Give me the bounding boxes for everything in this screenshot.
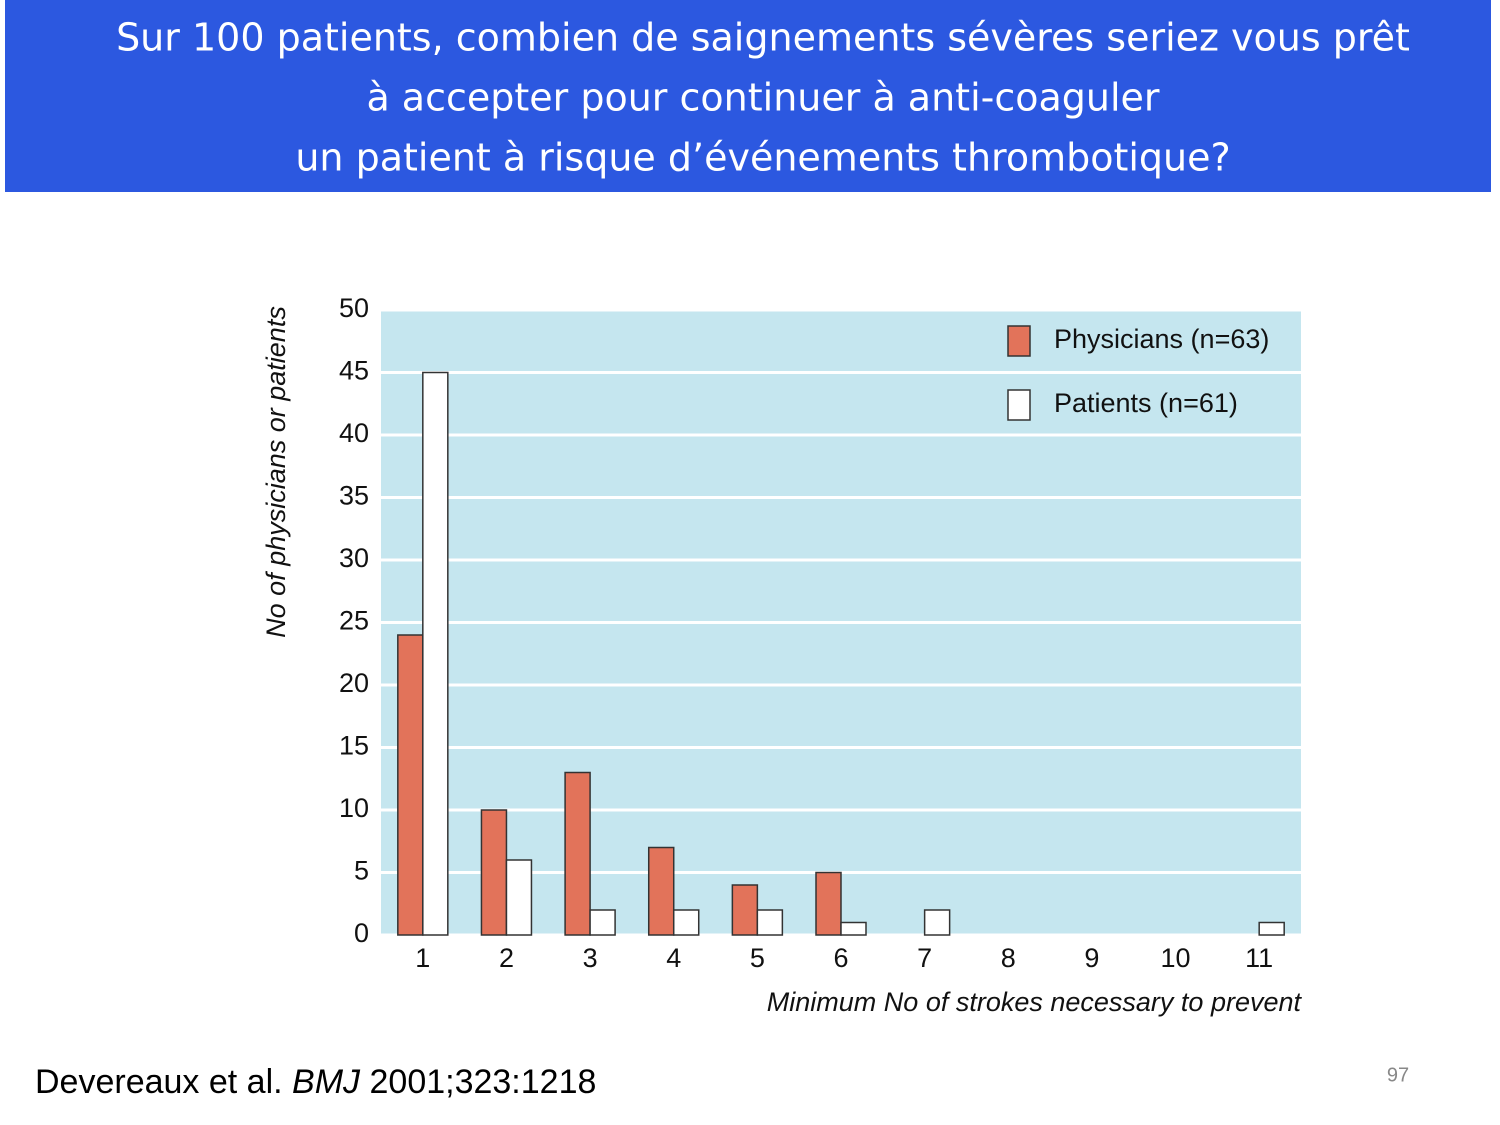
x-tick-label: 7 [917, 943, 932, 973]
x-tick-label: 6 [833, 943, 848, 973]
y-tick-label: 25 [339, 606, 369, 636]
title-line: un patient à risque d’événements thrombo… [295, 136, 1230, 180]
bar [731, 884, 759, 936]
legend-label: Physicians (n=63) [1054, 324, 1269, 354]
y-tick-label: 0 [354, 918, 369, 948]
y-tick-label: 5 [354, 856, 369, 886]
x-tick-label: 10 [1161, 943, 1191, 973]
bar [422, 371, 449, 936]
x-tick-label: 1 [415, 943, 430, 973]
bar [923, 909, 951, 936]
citation-journal: BMJ [292, 1063, 361, 1101]
y-tick-label: 35 [339, 481, 369, 511]
x-tick-label: 3 [583, 943, 598, 973]
bar [672, 909, 700, 936]
bar [397, 634, 424, 936]
y-tick-label: 15 [339, 731, 369, 761]
y-tick-label: 45 [339, 356, 369, 386]
bar [647, 846, 675, 936]
y-tick-label: 30 [339, 543, 369, 573]
bar [480, 809, 508, 936]
y-tick-label: 10 [339, 793, 369, 823]
bar [564, 771, 591, 936]
bar [589, 909, 616, 936]
bar [505, 859, 533, 936]
citation: Devereaux et al. BMJ 2001;323:1218 [35, 1063, 596, 1101]
title-line: Sur 100 patients, combien de saignements… [116, 16, 1410, 60]
legend-swatch [1007, 325, 1031, 357]
bar [756, 909, 784, 936]
legend-label: Patients (n=61) [1054, 388, 1238, 418]
citation-reference: 2001;323:1218 [370, 1063, 597, 1101]
bar [1258, 921, 1285, 936]
x-tick-label: 11 [1245, 943, 1273, 973]
x-tick-label: 9 [1084, 943, 1099, 973]
x-tick-label: 2 [499, 943, 514, 973]
header-band [5, 0, 1491, 192]
y-axis-label: No of physicians or patients [261, 306, 291, 638]
x-tick-label: 4 [666, 943, 681, 973]
legend-swatch [1007, 389, 1031, 421]
bar [840, 921, 867, 936]
y-tick-label: 20 [339, 668, 369, 698]
title-line: à accepter pour continuer à anti-coagule… [366, 76, 1159, 120]
page-number: 97 [1387, 1064, 1409, 1086]
citation-authors: Devereaux et al. [35, 1063, 283, 1101]
bar [815, 871, 842, 936]
x-axis-label: Minimum No of strokes necessary to preve… [767, 987, 1303, 1017]
y-tick-label: 50 [339, 293, 369, 323]
x-tick-label: 5 [750, 943, 765, 973]
y-tick-label: 40 [339, 418, 369, 448]
x-tick-label: 8 [1001, 943, 1016, 973]
